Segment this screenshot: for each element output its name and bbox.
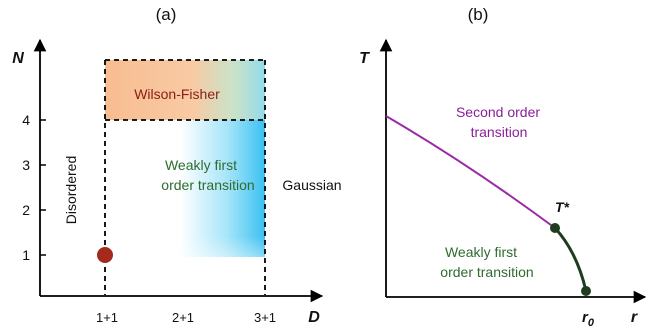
r0-point-dot (581, 286, 591, 296)
label-weakly-first-b-line2: order transition (440, 264, 533, 280)
xtick-label-1p1: 1+1 (96, 310, 118, 325)
xtick-label-2p1: 2+1 (172, 310, 194, 325)
label-weakly-first-line1: Weakly first (165, 157, 237, 173)
panel-b-label: (b) (468, 5, 489, 24)
wilson-fisher-region (105, 60, 265, 120)
label-weakly-first-b-line1: Weakly first (445, 244, 517, 260)
r0-subscript: 0 (588, 317, 595, 329)
weakly-first-curve (553, 226, 588, 292)
label-disordered: Disordered (63, 156, 79, 224)
panel-b: (b) T r r0 T* Second order transition We… (359, 5, 647, 329)
second-order-curve (385, 115, 556, 229)
critical-point-dot (550, 223, 560, 233)
ytick-label-4: 4 (22, 112, 30, 128)
ising-point (97, 247, 113, 263)
r0-base: r (582, 309, 589, 326)
ytick-label-2: 2 (22, 202, 30, 218)
weakly-first-region-fade (180, 120, 265, 257)
axis-label-n: N (12, 50, 24, 67)
axis-label-r: r (631, 309, 638, 326)
label-gaussian: Gaussian (282, 177, 341, 193)
axis-label-d: D (308, 309, 320, 326)
axis-label-t: T (359, 50, 370, 67)
label-wilson-fisher: Wilson-Fisher (134, 86, 220, 102)
label-critical-point: T* (555, 199, 570, 215)
panel-a-label: (a) (156, 5, 177, 24)
label-second-order-line1: Second order (456, 104, 540, 120)
label-weakly-first-line2: order transition (161, 177, 254, 193)
xtick-label-3p1: 3+1 (254, 310, 276, 325)
label-second-order-line2: transition (471, 124, 528, 140)
ytick-label-3: 3 (22, 157, 30, 173)
xtick-label-r0: r0 (582, 309, 595, 329)
panel-a: (a) 4 3 2 1 1+1 2+1 3+1 N D Wilson-Fishe… (12, 5, 341, 326)
ytick-label-1: 1 (22, 247, 30, 263)
